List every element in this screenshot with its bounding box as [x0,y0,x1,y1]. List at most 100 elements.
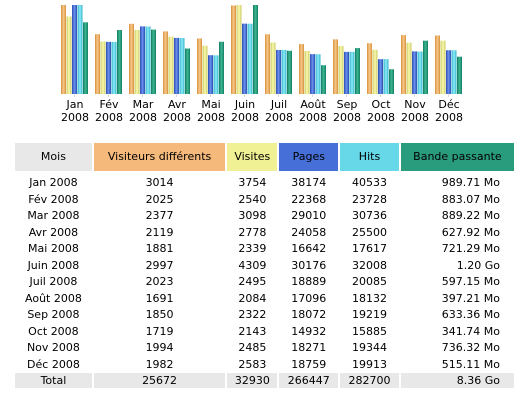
cell-hits: 15885 [351,324,387,338]
cell-visits: 2583 [238,357,267,371]
cell-visitors: 2997 [145,258,174,272]
bar-bandwidth [355,48,360,94]
bar-pages [106,41,111,94]
table-row: Août 2008 1691 2084 17096 18132 397.21 Mo [15,291,514,308]
table-row: Déc 2008 1982 2583 18759 19913 515.11 Mo [15,357,514,374]
cell-visitors: 2377 [145,209,174,223]
cell-pages: 29010 [291,209,327,223]
x-tick-label-year: 2008 [333,111,361,124]
col-header-hits: Hits [340,143,399,171]
cell-bandwidth: 597.15 Mo [441,275,500,289]
cell-bandwidth: 889.22 Mo [441,209,500,223]
bar-bandwidth [151,29,156,95]
bar-pages [242,23,247,94]
bar-visits [236,5,242,94]
x-tick-label-year: 2008 [367,111,395,124]
table-row: Fév 2008 2025 2540 22368 23728 883.07 Mo [15,192,514,209]
cell-month: Jan 2008 [29,176,78,190]
cell-visitors: 1850 [145,308,174,322]
cell-bandwidth: 721.29 Mo [441,242,500,256]
bar-pages [378,59,383,94]
bar-hits [213,55,219,94]
table-row: Oct 2008 1719 2143 14932 15885 341.74 Mo [15,324,514,341]
cell-pages: 18889 [291,275,327,289]
monthly-history-chart: Jan2008Fév2008Mar2008Avr2008Mai2008Juin2… [61,5,463,124]
table-row: Mar 2008 2377 3098 29010 30736 889.22 Mo [15,208,514,225]
cell-visitors: 1691 [145,291,174,305]
cell-pages: 14932 [291,324,327,338]
bar-hits [281,49,287,94]
table-row: Juin 2008 2997 4309 30176 32008 1.20 Go [15,258,514,275]
x-tick-label-year: 2008 [61,111,89,124]
cell-month: Juil 2008 [29,275,78,289]
table-row: Nov 2008 1994 2485 18271 19344 736.32 Mo [15,340,514,357]
cell-month: Oct 2008 [28,324,79,338]
table-row: Juil 2008 2023 2495 18889 20085 597.15 Mo [15,274,514,291]
x-tick-label-month: Jan [66,98,84,111]
bar-visits [168,36,174,94]
bar-visits [134,30,140,94]
bar-bandwidth [185,48,190,94]
bar-visitors [163,31,168,94]
bar-visits [66,16,72,94]
col-header-pages: Pages [279,143,339,171]
x-tick-label-month: Mar [133,98,154,111]
cell-bandwidth: 989.71 Mo [441,176,500,190]
bar-hits [383,59,389,94]
bar-visitors [265,34,270,94]
cell-visits: 2540 [238,192,267,206]
bar-pages [344,51,349,94]
x-tick-label-month: Juin [234,98,255,111]
bar-visitors [95,34,100,94]
total-month: Total [15,373,92,388]
x-tick-label-month: Avr [168,98,186,111]
table-row: Avr 2008 2119 2778 24058 25500 627.92 Mo [15,225,514,242]
bar-hits [111,41,117,94]
total-row: Total 25672 32930 266447 282700 8.36 Go [15,373,514,388]
col-header-month: Mois [15,143,92,171]
cell-visits: 2485 [238,341,267,355]
x-tick-label-year: 2008 [95,111,123,124]
cell-pages: 24058 [291,225,327,239]
bar-visits [100,41,106,94]
cell-pages: 16642 [291,242,327,256]
bar-hits [417,51,423,94]
bar-hits [247,23,253,95]
cell-bandwidth: 883.07 Mo [441,192,500,206]
bar-pages [310,54,315,94]
bar-bandwidth [457,56,462,94]
bar-bandwidth [219,41,224,94]
cell-visits: 2322 [238,308,267,322]
bar-hits [179,38,185,94]
cell-pages: 18072 [291,308,327,322]
bar-hits [315,54,321,94]
x-tick-label-year: 2008 [197,111,225,124]
bar-hits [77,5,83,94]
cell-bandwidth: 397.21 Mo [441,291,500,305]
bar-bandwidth [287,50,292,94]
cell-visits: 3098 [238,209,267,223]
total-visitors: 25672 [93,373,226,388]
bar-pages [174,37,179,94]
cell-hits: 30736 [351,209,387,223]
table-row: Jan 2008 3014 3754 38174 40533 989.71 Mo [15,171,514,192]
total-pages: 266447 [279,373,339,388]
cell-visits: 2495 [238,275,267,289]
cell-hits: 19344 [351,341,387,355]
bar-visits [270,42,276,94]
cell-visitors: 2025 [145,192,174,206]
bar-hits [451,50,457,94]
cell-visits: 4309 [238,258,267,272]
table-row: Sep 2008 1850 2322 18072 19219 633.36 Mo [15,307,514,324]
cell-visits: 2143 [238,324,267,338]
cell-hits: 40533 [351,176,387,190]
bar-bandwidth [321,65,326,94]
bar-visitors [435,35,440,94]
cell-bandwidth: 627.92 Mo [441,225,500,239]
cell-bandwidth: 1.20 Go [456,258,500,272]
x-tick-label-month: Mai [201,98,220,111]
cell-pages: 22368 [291,192,327,206]
cell-hits: 17617 [351,242,387,256]
col-header-visitors: Visiteurs différents [93,143,226,171]
cell-bandwidth: 341.74 Mo [441,324,500,338]
